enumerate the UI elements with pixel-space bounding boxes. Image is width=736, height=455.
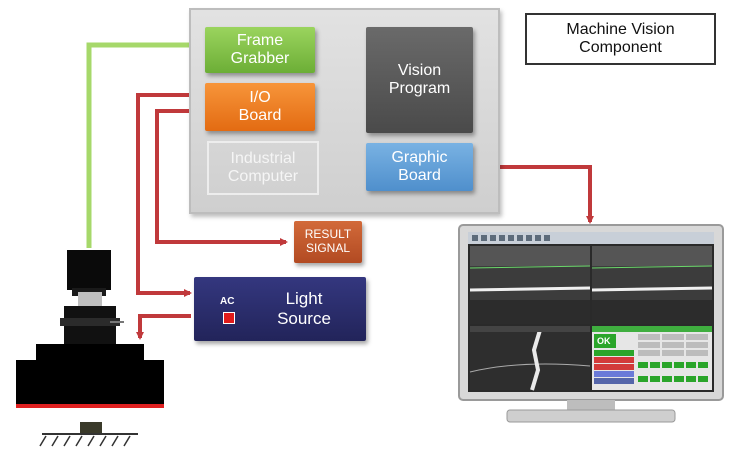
industrial-computer-block: Industrial Computer [207,141,319,195]
ok-indicator [594,334,616,348]
light-source-label: Light Source [277,289,331,328]
camera-view-3 [470,326,590,390]
ring-light-strip [16,404,164,408]
io-to-light-arrow [136,93,205,297]
io-board-label: I/O Board [238,88,282,124]
ac-label: AC [220,296,235,307]
monitor-stand [506,409,676,423]
light-to-lens-arrow [136,314,191,340]
monitor-neck [567,400,615,410]
graphic-to-monitor-arrow [475,165,594,224]
ring-light-top [36,344,144,360]
io-board-block: I/O Board [205,83,315,131]
target-object [80,422,102,434]
camera-body [67,250,111,290]
vision-program-block: Vision Program [366,27,473,133]
frame-grabber-block: Frame Grabber [205,27,315,73]
frame-grabber-label: Frame Grabber [230,31,290,67]
lens-ring [60,318,120,326]
ac-indicator [223,312,235,324]
graphic-board-block: Graphic Board [366,143,473,191]
industrial-computer-label: Industrial Computer [227,149,299,185]
diagram-title: Machine Vision Component [525,13,716,65]
io-to-result-arrow [155,109,288,246]
camera-lens-silver [78,292,102,306]
result-signal-block: RESULT SIGNAL [294,221,362,263]
vision-program-label: Vision Program [388,61,451,97]
ring-light-bottom [16,360,164,404]
ok-label: OK [597,336,611,346]
graphic-board-label: Graphic Board [391,148,448,184]
light-source-block: AC Light Source [194,277,366,341]
camera-to-frame-grabber-arrow [86,41,202,248]
result-signal-label: RESULT SIGNAL [304,227,352,255]
